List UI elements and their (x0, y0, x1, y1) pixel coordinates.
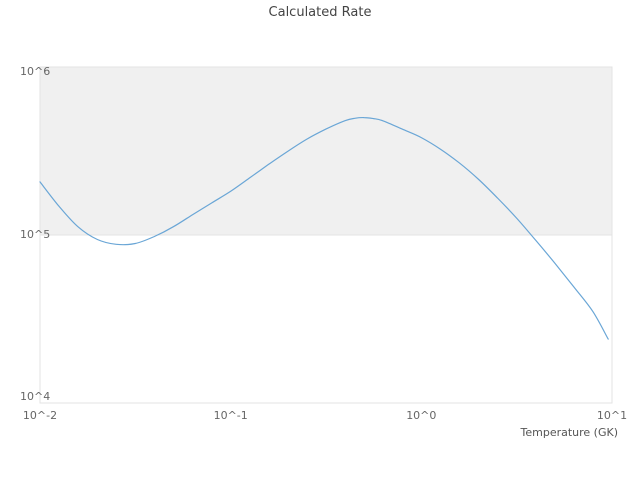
plot-border (39, 66, 613, 404)
plot-area: 10^-2 10^-1 10^0 10^1 10^4 10^5 10^6 (20, 65, 627, 422)
x-tick-label: 10^-2 (23, 409, 57, 422)
x-tick-label: 10^-1 (214, 409, 248, 422)
y-tick-label: 10^6 (20, 65, 50, 78)
shaded-band (40, 67, 612, 235)
chart-title: Calculated Rate (269, 5, 372, 20)
rate-line (39, 116, 609, 340)
x-axis-label: Temperature (GK) (520, 426, 619, 439)
y-tick-label: 10^4 (20, 390, 50, 403)
y-tick-label: 10^5 (20, 228, 50, 241)
x-tick-label: 10^1 (597, 409, 627, 422)
x-tick-label: 10^0 (406, 409, 436, 422)
